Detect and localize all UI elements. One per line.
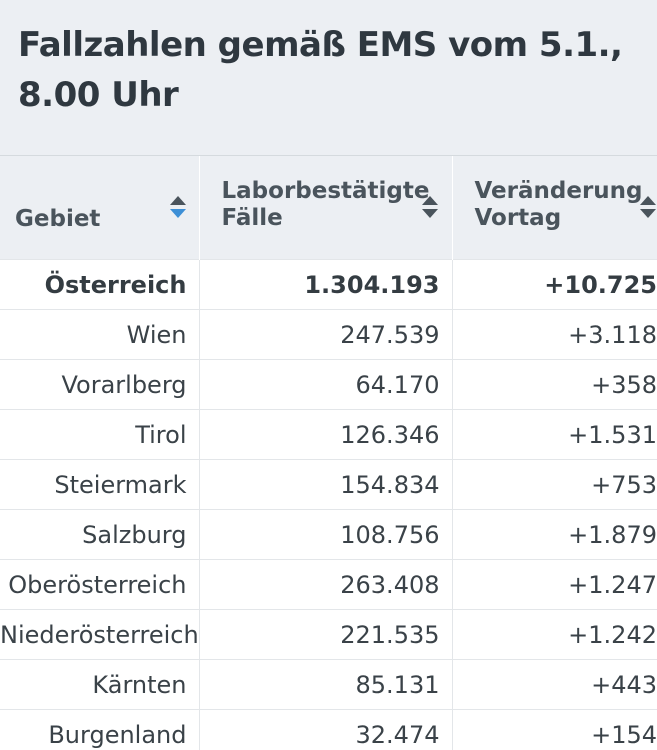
cases-cell: 126.346 <box>198 409 452 460</box>
change-cell: +358 <box>451 359 657 410</box>
cases-cell: 247.539 <box>198 309 452 360</box>
column-header-veraenderung[interactable]: Veränderung Vortag <box>451 155 657 260</box>
cases-cell: 1.304.193 <box>198 259 452 310</box>
region-cell: Österreich <box>0 259 199 310</box>
change-cell: +1.531 <box>451 409 657 460</box>
table-row: Oberösterreich 263.408 +1.247 <box>0 559 657 610</box>
cases-cell: 64.170 <box>198 359 452 410</box>
column-header-label: Laborbestätigte Fälle <box>221 178 430 231</box>
cases-cell: 154.834 <box>198 459 452 510</box>
region-cell: Tirol <box>0 409 199 460</box>
title-area: Fallzahlen gemäß EMS vom 5.1., 8.00 Uhr <box>0 0 657 155</box>
change-cell: +1.879 <box>451 509 657 560</box>
table-row: Burgenland 32.474 +154 <box>0 709 657 750</box>
change-cell: +10.725 <box>451 259 657 310</box>
page-title: Fallzahlen gemäß EMS vom 5.1., 8.00 Uhr <box>18 25 623 115</box>
table-row: Salzburg 108.756 +1.879 <box>0 509 657 560</box>
region-cell: Vorarlberg <box>0 359 199 410</box>
table-row: Wien 247.539 +3.118 <box>0 309 657 360</box>
cases-cell: 108.756 <box>198 509 452 560</box>
cases-cell: 32.474 <box>198 709 452 750</box>
change-cell: +154 <box>451 709 657 750</box>
table-row: Tirol 126.346 +1.531 <box>0 409 657 460</box>
case-table: Gebiet Laborbestätigte Fälle Veränderung… <box>0 155 657 750</box>
change-cell: +1.247 <box>451 559 657 610</box>
region-cell: Burgenland <box>0 709 199 750</box>
change-cell: +753 <box>451 459 657 510</box>
change-cell: +1.242 <box>451 609 657 660</box>
region-cell: Oberösterreich <box>0 559 199 610</box>
sort-icon[interactable] <box>421 194 439 220</box>
table-row: Vorarlberg 64.170 +358 <box>0 359 657 410</box>
cases-cell: 263.408 <box>198 559 452 610</box>
table-header: Gebiet Laborbestätigte Fälle Veränderung… <box>0 155 657 260</box>
region-cell: Kärnten <box>0 659 199 710</box>
cases-cell: 221.535 <box>198 609 452 660</box>
table-body: Österreich 1.304.193 +10.725 Wien 247.53… <box>0 259 657 750</box>
column-header-label: Gebiet <box>15 206 101 232</box>
region-cell: Wien <box>0 309 199 360</box>
change-cell: +443 <box>451 659 657 710</box>
region-cell: Steiermark <box>0 459 199 510</box>
column-header-label: Veränderung Vortag <box>474 178 643 231</box>
sort-icon[interactable] <box>639 194 657 220</box>
table-row: Kärnten 85.131 +443 <box>0 659 657 710</box>
cases-cell: 85.131 <box>198 659 452 710</box>
table-row: Steiermark 154.834 +753 <box>0 459 657 510</box>
table-row: Niederösterreich 221.535 +1.242 <box>0 609 657 660</box>
change-cell: +3.118 <box>451 309 657 360</box>
region-cell: Salzburg <box>0 509 199 560</box>
table-row: Österreich 1.304.193 +10.725 <box>0 259 657 310</box>
column-header-faelle[interactable]: Laborbestätigte Fälle <box>198 155 452 260</box>
region-cell: Niederösterreich <box>0 609 199 660</box>
column-header-gebiet[interactable]: Gebiet <box>0 155 199 260</box>
sort-ascending-icon[interactable] <box>169 194 187 220</box>
